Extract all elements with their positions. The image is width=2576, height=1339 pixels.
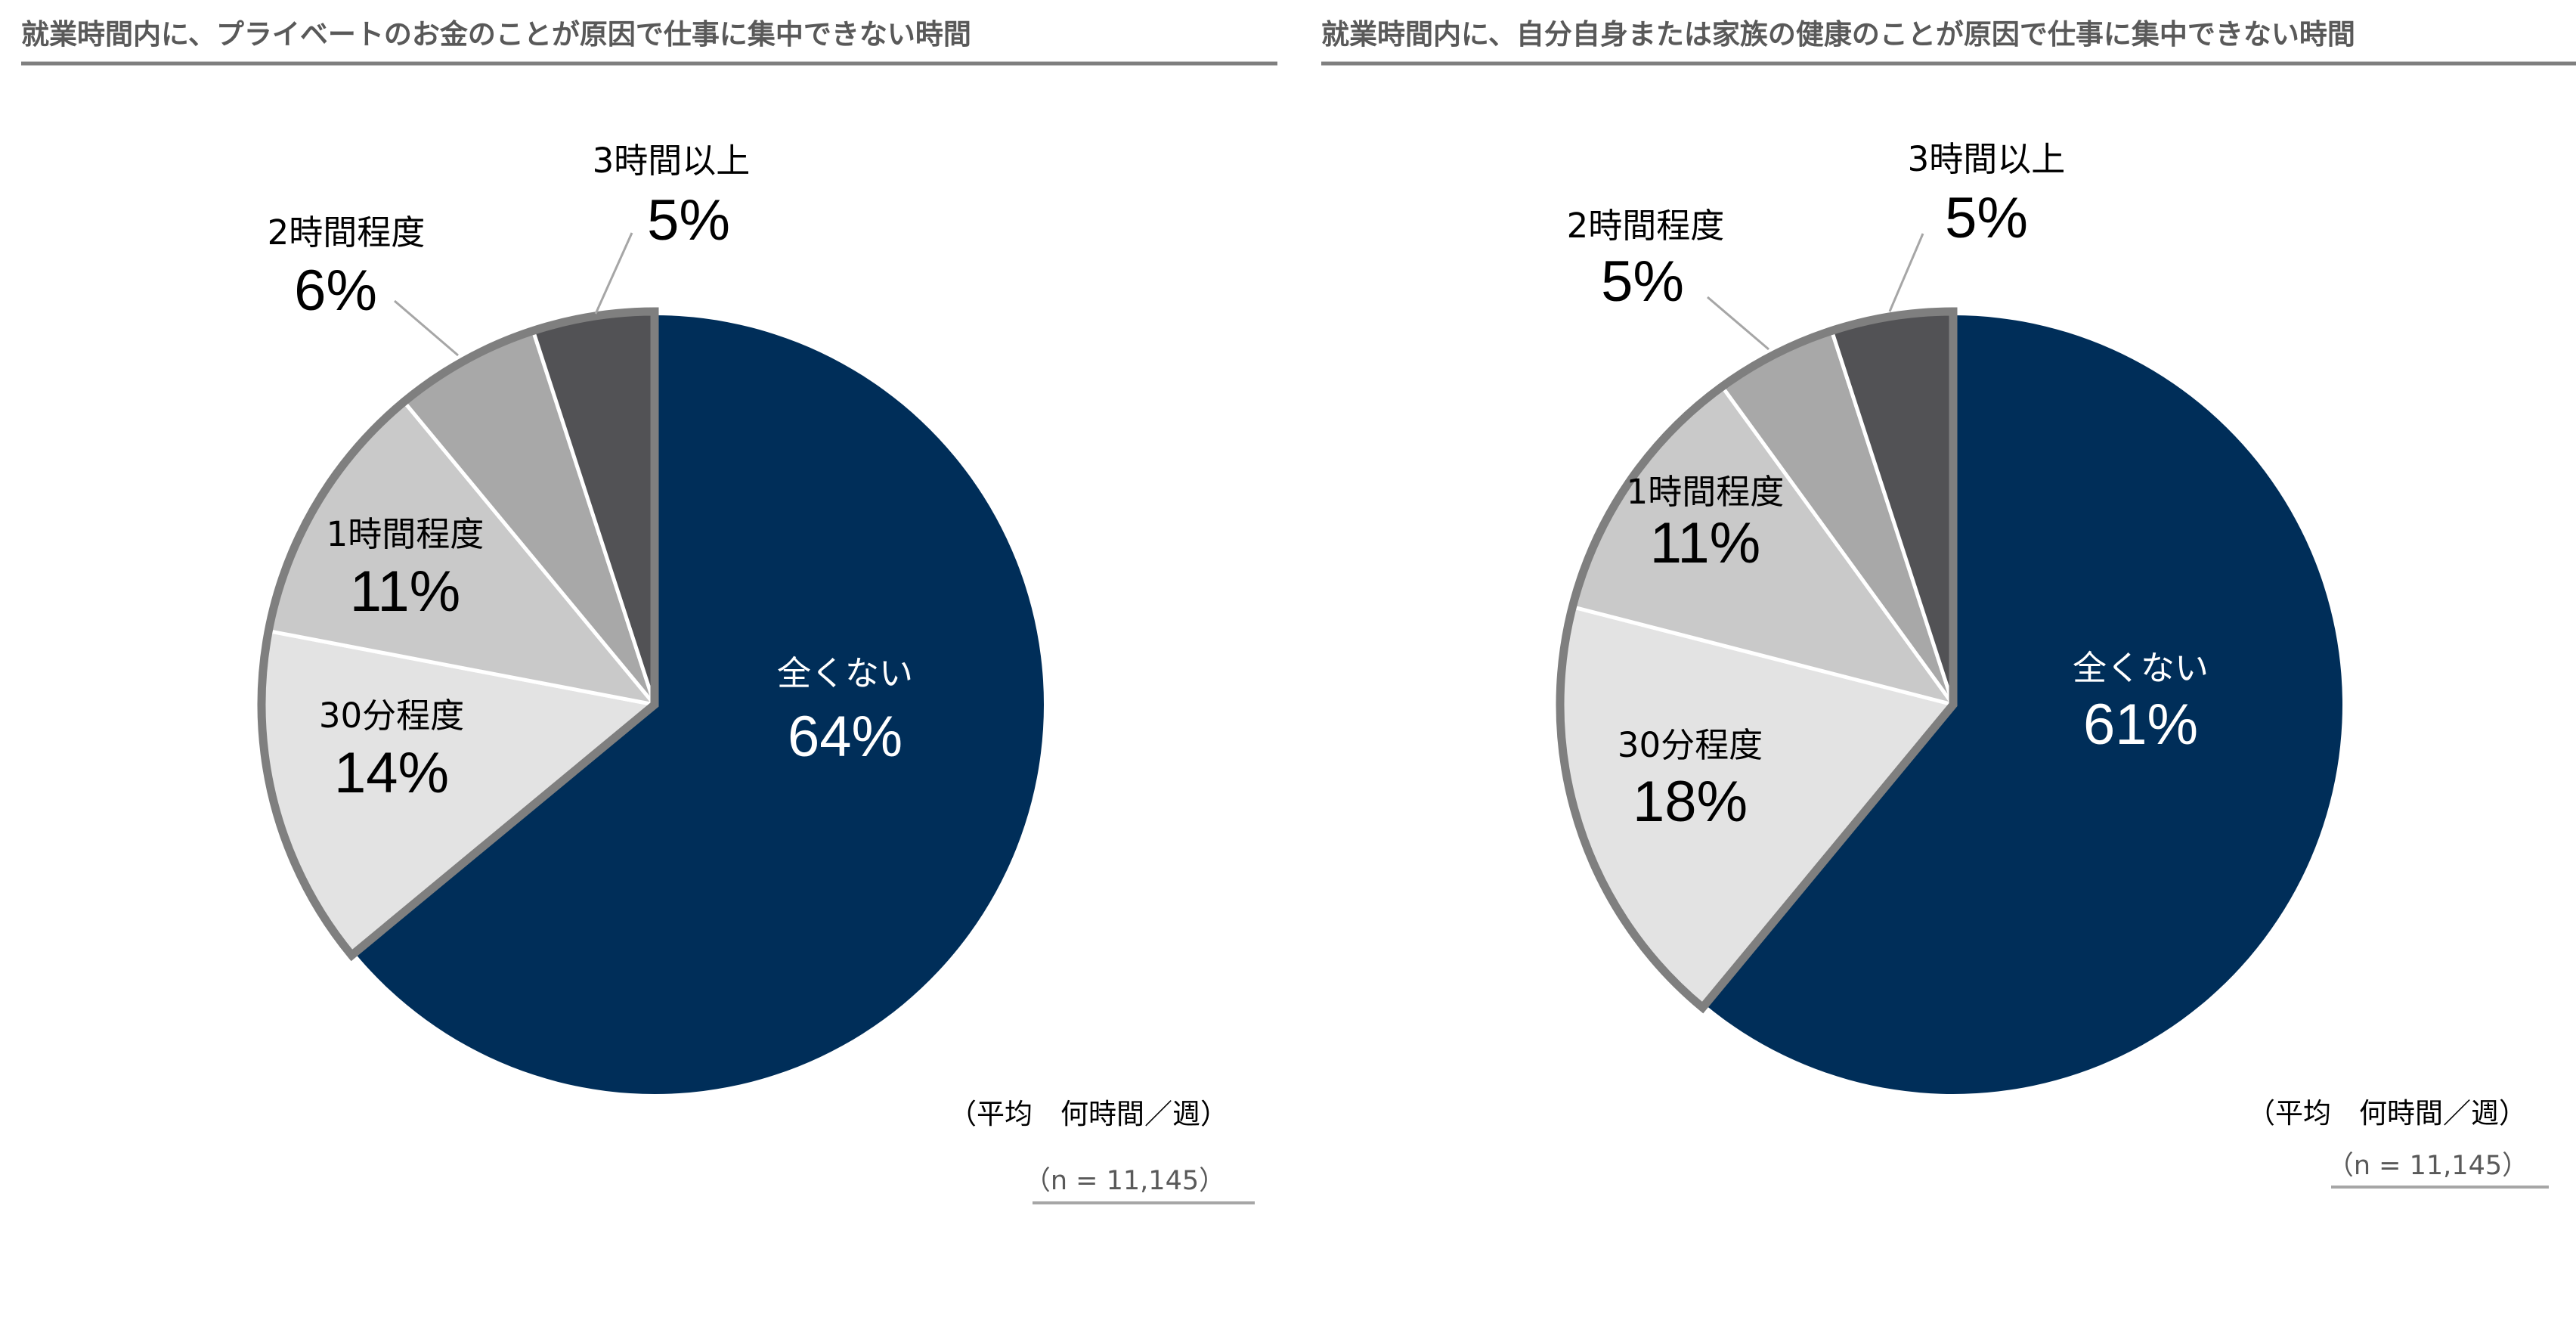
value-label-30min: 14%	[334, 741, 449, 805]
unit-note: （平均 何時間／週）	[949, 1098, 1228, 1130]
category-label-3hours: 3時間以上	[1908, 139, 2066, 179]
pie-chart-2: 就業時間内に、自分自身または家族の健康のことが原因で仕事に集中できない時間全くな…	[1321, 18, 2576, 1189]
chart-title: 就業時間内に、プライベートのお金のことが原因で仕事に集中できない時間	[21, 18, 971, 51]
value-label-1hour: 11%	[350, 559, 460, 624]
category-label-3hours: 3時間以上	[593, 141, 751, 181]
leader-line-2hours	[394, 299, 459, 357]
leader-line-2hours	[1707, 296, 1769, 351]
category-label-2hours: 2時間程度	[268, 212, 426, 253]
pie-slice-none	[1704, 315, 2343, 1094]
slice-group-outline	[257, 307, 659, 962]
leader-line-3hours	[594, 232, 633, 315]
value-label-none: 64%	[788, 705, 903, 769]
leader-line-3hours	[1888, 233, 1924, 312]
chart-title: 就業時間内に、自分自身または家族の健康のことが原因で仕事に集中できない時間	[1321, 18, 2355, 51]
slice-group-outline	[1556, 307, 1958, 1014]
value-label-2hours: 5%	[1601, 250, 1684, 314]
category-label-30min: 30分程度	[319, 696, 464, 736]
category-label-1hour: 1時間程度	[327, 514, 485, 554]
category-label-1hour: 1時間程度	[1627, 472, 1785, 512]
value-label-1hour: 11%	[1650, 511, 1760, 575]
value-label-3hours: 5%	[1945, 186, 2028, 250]
value-label-30min: 18%	[1633, 770, 1748, 834]
pie-slice-none	[355, 315, 1045, 1095]
category-label-none: 全くない	[2073, 648, 2209, 688]
value-label-none: 61%	[2083, 693, 2198, 757]
category-label-30min: 30分程度	[1618, 725, 1763, 765]
unit-note: （平均 何時間／週）	[2247, 1097, 2527, 1130]
value-label-3hours: 5%	[647, 188, 730, 253]
category-label-none: 全くない	[777, 653, 913, 693]
value-label-2hours: 6%	[294, 259, 377, 323]
sample-size-note: （n = 11,145）	[2327, 1151, 2528, 1181]
sample-size-note: （n = 11,145）	[1024, 1166, 1225, 1196]
category-label-2hours: 2時間程度	[1567, 206, 1725, 246]
